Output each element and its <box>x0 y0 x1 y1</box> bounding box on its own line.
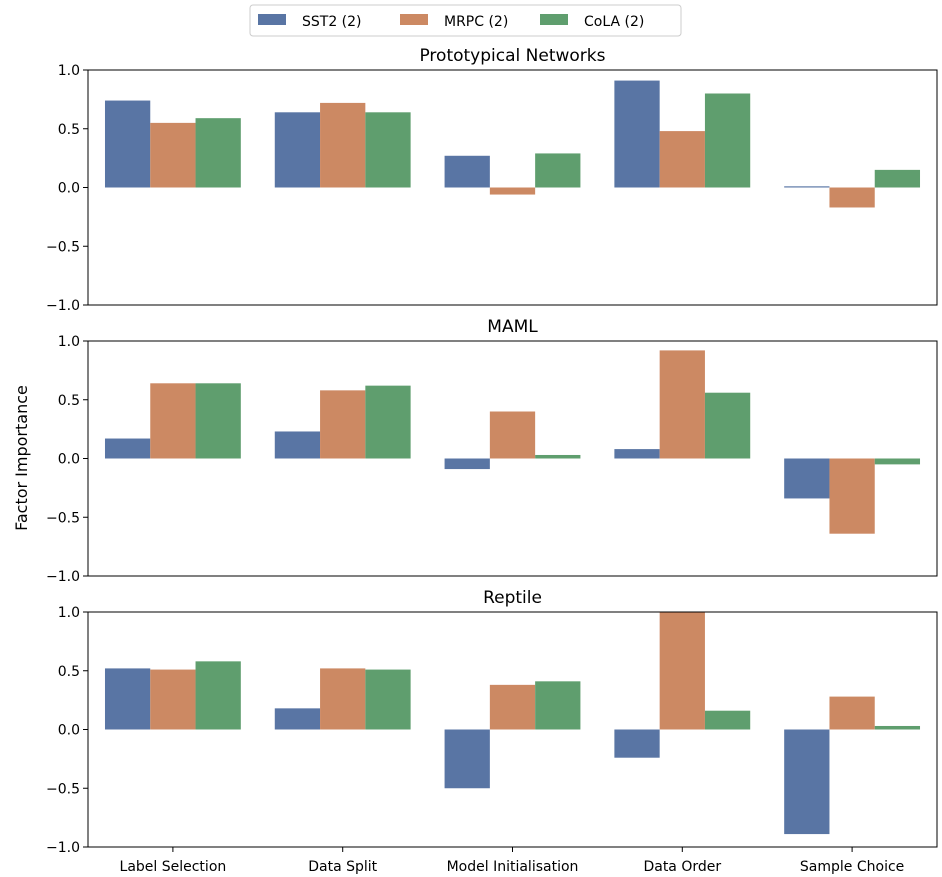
bar <box>444 458 490 470</box>
bar <box>195 118 241 188</box>
bar <box>320 668 366 730</box>
y-tick-label: 1.0 <box>58 334 80 350</box>
y-tick-label: −0.5 <box>46 239 80 255</box>
bar <box>704 93 751 188</box>
panel-title: Prototypical Networks <box>419 46 605 66</box>
y-tick-label: −0.5 <box>46 510 80 526</box>
legend-label: MRPC (2) <box>444 14 508 30</box>
legend-box <box>249 4 682 37</box>
bar <box>535 454 581 459</box>
legend-swatch <box>258 14 286 25</box>
y-tick-label: 1.0 <box>58 605 80 621</box>
y-tick-label: 0.5 <box>58 664 80 680</box>
bar <box>104 438 151 459</box>
bar <box>104 100 151 188</box>
bar <box>614 449 660 459</box>
bar <box>274 112 321 188</box>
bar <box>614 729 660 758</box>
y-axis-label: Factor Importance <box>12 385 31 531</box>
bar <box>874 458 921 465</box>
bar <box>829 696 875 730</box>
x-tick-label: Data Order <box>643 859 721 875</box>
y-tick-label: 0.0 <box>58 723 80 739</box>
bar <box>104 668 151 730</box>
x-tick-label: Model Initialisation <box>447 859 579 875</box>
bar <box>195 661 241 730</box>
panel-title: Reptile <box>483 588 542 608</box>
bar <box>874 725 921 730</box>
bar <box>784 458 830 499</box>
bar <box>489 187 536 195</box>
y-tick-label: 1.0 <box>58 63 80 79</box>
bar <box>704 710 751 730</box>
y-tick-label: −1.0 <box>46 569 80 585</box>
panel-maml: MAML 1.0 0.5 0.0 −0.5 −1.0 <box>46 317 938 585</box>
bar <box>274 708 321 730</box>
bar <box>365 385 411 459</box>
y-tick-label: 0.0 <box>58 181 80 197</box>
panel-prototypical-networks: Prototypical Networks 1.0 0.5 0.0 −0.5 −1.0 <box>46 46 938 314</box>
x-tick-label: Sample Choice <box>800 859 904 875</box>
legend: SST2 (2) MRPC (2) CoLA (2) <box>249 4 682 37</box>
legend-swatch <box>400 14 428 25</box>
panel-title: MAML <box>487 317 538 337</box>
y-tick-label: 0.0 <box>58 452 80 468</box>
bar <box>365 112 411 188</box>
bar <box>444 155 490 188</box>
bar <box>614 80 660 188</box>
bar <box>659 131 705 188</box>
bar <box>444 729 490 789</box>
legend-label: SST2 (2) <box>302 14 362 30</box>
bar <box>195 383 241 459</box>
panel-reptile: Reptile 1.0 0.5 0.0 −0.5 −1.0 Label Selection D… <box>46 588 938 875</box>
bar <box>535 681 581 730</box>
bar <box>784 186 830 188</box>
bar <box>150 669 196 730</box>
bar <box>829 187 875 208</box>
y-tick-label: −1.0 <box>46 298 80 314</box>
y-tick-label: −1.0 <box>46 840 80 856</box>
legend-label: CoLA (2) <box>584 14 644 30</box>
bar <box>659 612 705 730</box>
bar <box>320 102 366 188</box>
x-tick-label: Data Split <box>308 859 377 875</box>
y-tick-label: 0.5 <box>58 393 80 409</box>
legend-swatch <box>540 14 568 25</box>
y-tick-label: −0.5 <box>46 781 80 797</box>
bar <box>150 122 196 188</box>
bar <box>489 411 536 459</box>
bar <box>320 390 366 459</box>
bar <box>535 153 581 188</box>
bar <box>784 729 830 835</box>
y-tick-label: 0.5 <box>58 122 80 138</box>
bar <box>829 458 875 534</box>
bar <box>874 169 921 188</box>
bar <box>659 350 705 459</box>
x-tick-label: Label Selection <box>120 859 227 875</box>
bar <box>365 669 411 730</box>
bar <box>150 383 196 459</box>
bar <box>704 392 751 459</box>
bar <box>274 431 321 459</box>
bar <box>489 684 536 730</box>
